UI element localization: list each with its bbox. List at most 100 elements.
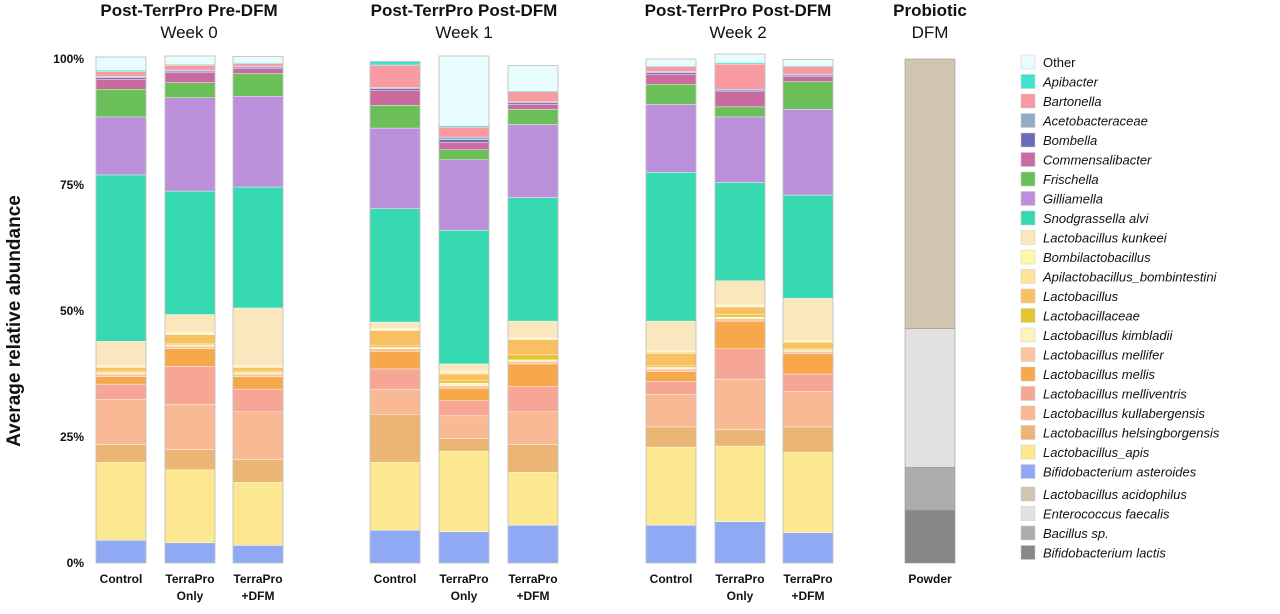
- bar-segment: [645, 446, 697, 526]
- legend-label: Bifidobacterium asteroides: [1043, 465, 1197, 480]
- bar-segment: [164, 449, 216, 470]
- legend-swatch: [1020, 366, 1036, 382]
- dfm-bar-segment: [904, 466, 956, 511]
- legend-label: Gilliamella: [1043, 192, 1103, 207]
- bar-segment: [95, 373, 147, 377]
- bar-segment: [507, 102, 559, 105]
- bar-segment: [95, 56, 147, 71]
- bar-segment: [645, 525, 697, 564]
- bar-segment: [438, 372, 490, 375]
- bar-segment: [232, 411, 284, 460]
- bar-segment: [369, 88, 421, 91]
- bar-segment: [95, 77, 147, 80]
- bar-segment: [714, 106, 766, 118]
- legend-label: Bombilactobacillus: [1043, 250, 1151, 265]
- bar-segment: [369, 348, 421, 352]
- legend-swatch: [1020, 405, 1036, 421]
- bar-segment: [782, 81, 834, 110]
- legend-label: Acetobacteraceae: [1042, 114, 1148, 129]
- bar-segment: [507, 91, 559, 103]
- bar-segment: [645, 351, 697, 354]
- bar-segment: [507, 339, 559, 356]
- bar-segment: [95, 540, 147, 564]
- y-tick-label: 0%: [67, 556, 85, 570]
- bar-outline: [95, 56, 147, 564]
- legend-swatch: [1020, 74, 1036, 89]
- legend-label: Lactobacillus mellis: [1043, 367, 1155, 382]
- bar-segment: [438, 438, 490, 452]
- legend-swatch: [1020, 54, 1036, 70]
- legend-swatch: [1020, 545, 1036, 560]
- bar-segment: [438, 385, 490, 389]
- bar-segment: [164, 542, 216, 564]
- bar-segment: [714, 314, 766, 318]
- bar-segment: [95, 444, 147, 463]
- bar-segment: [645, 172, 697, 322]
- bar-segment: [782, 342, 834, 349]
- dfm-bar-segment: [904, 509, 956, 564]
- bar-segment: [95, 367, 147, 372]
- bar-segment: [645, 72, 697, 75]
- bar-segment: [645, 104, 697, 173]
- legend-swatch: [1020, 347, 1036, 362]
- bar-segment: [95, 372, 147, 375]
- legend-label: Bifidobacterium lactis: [1043, 546, 1166, 561]
- bar-segment: [95, 174, 147, 342]
- bar-segment: [232, 482, 284, 546]
- bar-segment: [164, 366, 216, 405]
- bar-segment: [95, 376, 147, 385]
- bar-segment: [645, 365, 697, 368]
- bar-segment: [714, 90, 766, 92]
- x-tick-label: TerraPro: [783, 572, 832, 586]
- y-tick-label: 75%: [60, 178, 84, 192]
- bar-segment: [95, 71, 147, 77]
- legend-swatch: [1020, 308, 1036, 323]
- y-axis-label: Average relative abundance: [4, 195, 25, 447]
- legend-swatch: [1020, 269, 1036, 284]
- bar-segment: [507, 411, 559, 445]
- bar-segment: [164, 404, 216, 450]
- bar-segment: [507, 472, 559, 526]
- bar-segment: [164, 348, 216, 367]
- bar-segment: [369, 388, 421, 415]
- legend-label: Bacillus sp.: [1043, 526, 1109, 541]
- bar-segment: [714, 182, 766, 281]
- bar-segment: [164, 344, 216, 347]
- bar-segment: [714, 116, 766, 183]
- legend-swatch: [1020, 152, 1036, 167]
- bar-segment: [232, 307, 284, 366]
- bar-segment: [507, 354, 559, 361]
- legend-swatch: [1020, 113, 1036, 128]
- bar-segment: [714, 53, 766, 63]
- bar-segment: [438, 380, 490, 384]
- x-tick-label: +DFM: [792, 589, 825, 603]
- bar-segment: [714, 91, 766, 108]
- bar-segment: [714, 280, 766, 306]
- bar-segment: [438, 373, 490, 381]
- y-tick-label: 50%: [60, 304, 84, 318]
- legend-swatch: [1020, 506, 1036, 521]
- bar-segment: [164, 72, 216, 83]
- bar-segment: [369, 105, 421, 129]
- bar-outline: [507, 65, 559, 564]
- legend-swatch: [1020, 525, 1036, 541]
- bar-segment: [369, 462, 421, 531]
- bar-segment: [438, 139, 490, 143]
- y-tick-label: 100%: [53, 52, 84, 66]
- bar-segment: [95, 89, 147, 118]
- legend-swatch: [1020, 249, 1036, 265]
- legend-swatch: [1020, 171, 1036, 187]
- bar-outline: [714, 53, 766, 564]
- bar-segment: [782, 426, 834, 453]
- legend-swatch: [1020, 93, 1036, 109]
- legend-label: Lactobacillus helsingborgensis: [1043, 426, 1220, 441]
- legend-swatch: [1020, 288, 1036, 304]
- bar-segment: [232, 376, 284, 390]
- legend-swatch: [1020, 191, 1036, 206]
- bar-segment: [369, 208, 421, 323]
- bar-segment: [232, 73, 284, 97]
- bar-segment: [95, 383, 147, 400]
- bar-segment: [232, 96, 284, 188]
- bar-segment: [782, 298, 834, 341]
- bar-segment: [714, 63, 766, 90]
